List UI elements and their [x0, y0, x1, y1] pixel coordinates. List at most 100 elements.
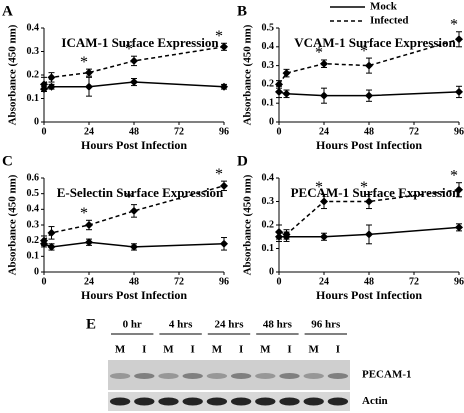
blot-band	[134, 373, 155, 379]
panel-label: A	[2, 3, 13, 19]
y-tick-label: 0.4	[27, 204, 40, 215]
lane-label: I	[142, 344, 146, 356]
x-tick-label: 72	[409, 126, 419, 137]
timepoint-label: 0 hr	[123, 319, 142, 331]
lane-label: M	[260, 344, 271, 356]
x-tick-label: 72	[409, 276, 419, 287]
blot-band	[182, 397, 203, 406]
significance-mark: *	[315, 179, 323, 196]
x-axis-title: Hours Post Infection	[316, 138, 422, 152]
significance-mark: *	[125, 189, 133, 206]
blot-band	[230, 397, 252, 406]
y-tick-label: 0.3	[27, 46, 40, 57]
chart-title: ICAM-1 Surface Expression	[61, 35, 219, 50]
blot-band	[255, 373, 276, 379]
data-point	[85, 221, 93, 229]
data-point	[275, 80, 283, 89]
significance-mark: *	[360, 179, 368, 196]
significance-mark: *	[450, 16, 458, 33]
y-tick-label: 0.4	[27, 22, 40, 33]
data-point	[320, 232, 328, 241]
y-tick-label: 0.1	[262, 97, 275, 108]
x-tick-label: 72	[174, 276, 184, 287]
x-tick-label: 24	[84, 276, 94, 287]
x-tick-label: 72	[174, 126, 184, 137]
y-tick-label: 0	[34, 266, 39, 277]
lane-label: I	[191, 344, 195, 356]
y-axis-title: Absorbance (450 nm)	[242, 24, 254, 125]
legend-label: Infected	[370, 15, 409, 27]
data-point	[85, 82, 93, 91]
x-axis-title: Hours Post Infection	[316, 288, 422, 302]
lane-label: M	[212, 344, 223, 356]
data-point	[40, 80, 48, 89]
significance-mark: *	[80, 205, 88, 222]
x-tick-label: 0	[277, 126, 282, 137]
y-tick-label: 0.6	[27, 172, 40, 183]
x-axis-title: Hours Post Infection	[81, 138, 187, 152]
timepoint-label: 96 hrs	[311, 319, 341, 331]
y-tick-label: 0.1	[27, 251, 40, 262]
blot-band	[206, 397, 228, 406]
x-tick-label: 48	[129, 126, 139, 137]
blot-band	[206, 373, 228, 379]
data-point	[455, 87, 463, 96]
significance-mark: *	[215, 166, 223, 183]
blot-band	[279, 373, 300, 379]
data-point	[47, 82, 56, 91]
significance-mark: *	[450, 167, 458, 184]
y-axis-title: Absorbance (450 nm)	[7, 174, 19, 275]
x-axis-title: Hours Post Infection	[81, 288, 187, 302]
significance-mark: *	[125, 41, 133, 58]
lane-label: M	[115, 344, 126, 356]
y-tick-label: 0.2	[262, 79, 275, 90]
y-tick-label: 0.3	[27, 219, 40, 230]
data-point	[130, 206, 138, 215]
data-point	[282, 89, 291, 98]
y-tick-label: 0	[269, 266, 274, 277]
data-point	[220, 181, 228, 190]
data-point	[130, 56, 138, 65]
x-tick-label: 0	[42, 276, 47, 287]
data-point	[47, 73, 56, 82]
y-tick-label: 0.3	[262, 196, 275, 207]
y-tick-label: 0.2	[262, 219, 275, 230]
data-point	[220, 82, 228, 91]
blot-strip	[108, 392, 350, 411]
significance-mark: *	[360, 43, 368, 60]
blot-band	[158, 397, 179, 406]
blot-band	[109, 373, 131, 379]
data-point	[455, 223, 463, 232]
timepoint-label: 4 hrs	[169, 319, 193, 331]
data-point	[40, 236, 48, 245]
y-tick-label: 0.3	[262, 60, 275, 71]
data-point	[47, 242, 56, 251]
data-point	[365, 230, 373, 239]
timepoint-label: 48 hrs	[263, 319, 293, 331]
chart-title: VCAM-1 Surface Expression	[294, 35, 456, 50]
x-tick-label: 48	[129, 276, 139, 287]
x-tick-label: 24	[319, 126, 329, 137]
y-tick-label: 0	[34, 116, 39, 127]
x-tick-label: 24	[319, 276, 329, 287]
data-point	[455, 35, 463, 44]
data-point	[275, 87, 283, 96]
lane-label: I	[287, 344, 291, 356]
y-tick-label: 0.2	[27, 69, 40, 80]
data-point	[365, 61, 373, 70]
x-tick-label: 96	[454, 126, 464, 137]
chart-title: E-Selectin Surface Expression	[57, 185, 224, 200]
y-tick-label: 0.1	[27, 93, 40, 104]
band-label: PECAM-1	[362, 369, 412, 381]
band-label: Actin	[362, 395, 388, 407]
y-axis-title: Absorbance (450 nm)	[7, 24, 19, 125]
y-tick-label: 0.1	[262, 243, 275, 254]
data-point	[365, 197, 373, 206]
blot-band	[279, 397, 300, 406]
lane-label: I	[239, 344, 243, 356]
x-tick-label: 48	[364, 276, 374, 287]
y-tick-label: 0.4	[262, 41, 275, 52]
blot-band	[303, 397, 324, 406]
data-point	[455, 185, 463, 194]
